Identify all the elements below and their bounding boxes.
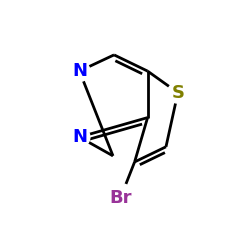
Text: N: N xyxy=(72,62,87,80)
Text: N: N xyxy=(72,128,87,146)
Text: S: S xyxy=(171,84,184,102)
Circle shape xyxy=(168,82,188,103)
Circle shape xyxy=(69,61,90,82)
Circle shape xyxy=(106,184,134,212)
Circle shape xyxy=(69,127,90,148)
Text: Br: Br xyxy=(109,189,132,207)
